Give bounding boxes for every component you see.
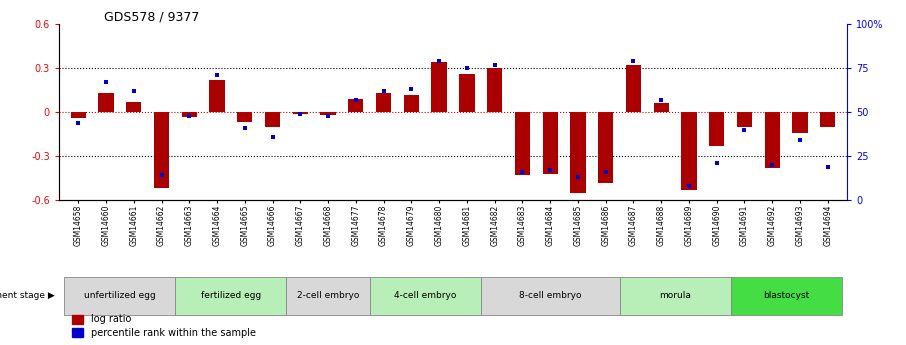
Bar (321, 112, 336, 115)
Bar (72, 328, 83, 337)
Bar (598, 112, 613, 183)
Bar (681, 112, 697, 190)
Bar (348, 99, 363, 112)
FancyBboxPatch shape (64, 277, 176, 315)
FancyBboxPatch shape (286, 277, 370, 315)
Bar (570, 112, 585, 193)
Bar (431, 62, 447, 112)
Bar (404, 95, 419, 112)
Bar (209, 80, 225, 112)
Bar (765, 112, 780, 168)
Bar (543, 112, 558, 174)
Text: log ratio: log ratio (91, 315, 131, 324)
Bar (487, 68, 502, 112)
Bar (182, 112, 197, 117)
Bar (72, 315, 83, 324)
Bar (737, 112, 752, 127)
Bar (99, 93, 114, 112)
Bar (376, 93, 391, 112)
Bar (459, 74, 475, 112)
FancyBboxPatch shape (730, 277, 842, 315)
Text: 2-cell embryo: 2-cell embryo (297, 291, 360, 300)
FancyBboxPatch shape (620, 277, 730, 315)
Text: GDS578 / 9377: GDS578 / 9377 (104, 10, 199, 23)
Text: blastocyst: blastocyst (763, 291, 809, 300)
Bar (709, 112, 724, 146)
Bar (653, 104, 669, 112)
Bar (71, 112, 86, 118)
Text: morula: morula (659, 291, 691, 300)
Text: percentile rank within the sample: percentile rank within the sample (91, 328, 255, 337)
Bar (154, 112, 169, 188)
Text: development stage ▶: development stage ▶ (0, 291, 54, 300)
FancyBboxPatch shape (481, 277, 620, 315)
Bar (515, 112, 530, 175)
Bar (626, 65, 641, 112)
Text: 4-cell embryo: 4-cell embryo (394, 291, 457, 300)
Text: 8-cell embryo: 8-cell embryo (519, 291, 582, 300)
FancyBboxPatch shape (370, 277, 481, 315)
FancyBboxPatch shape (176, 277, 286, 315)
Bar (265, 112, 280, 127)
Bar (820, 112, 835, 127)
Text: unfertilized egg: unfertilized egg (84, 291, 156, 300)
Bar (126, 102, 141, 112)
Bar (293, 112, 308, 114)
Text: fertilized egg: fertilized egg (201, 291, 261, 300)
Bar (792, 112, 807, 132)
Bar (237, 112, 253, 122)
